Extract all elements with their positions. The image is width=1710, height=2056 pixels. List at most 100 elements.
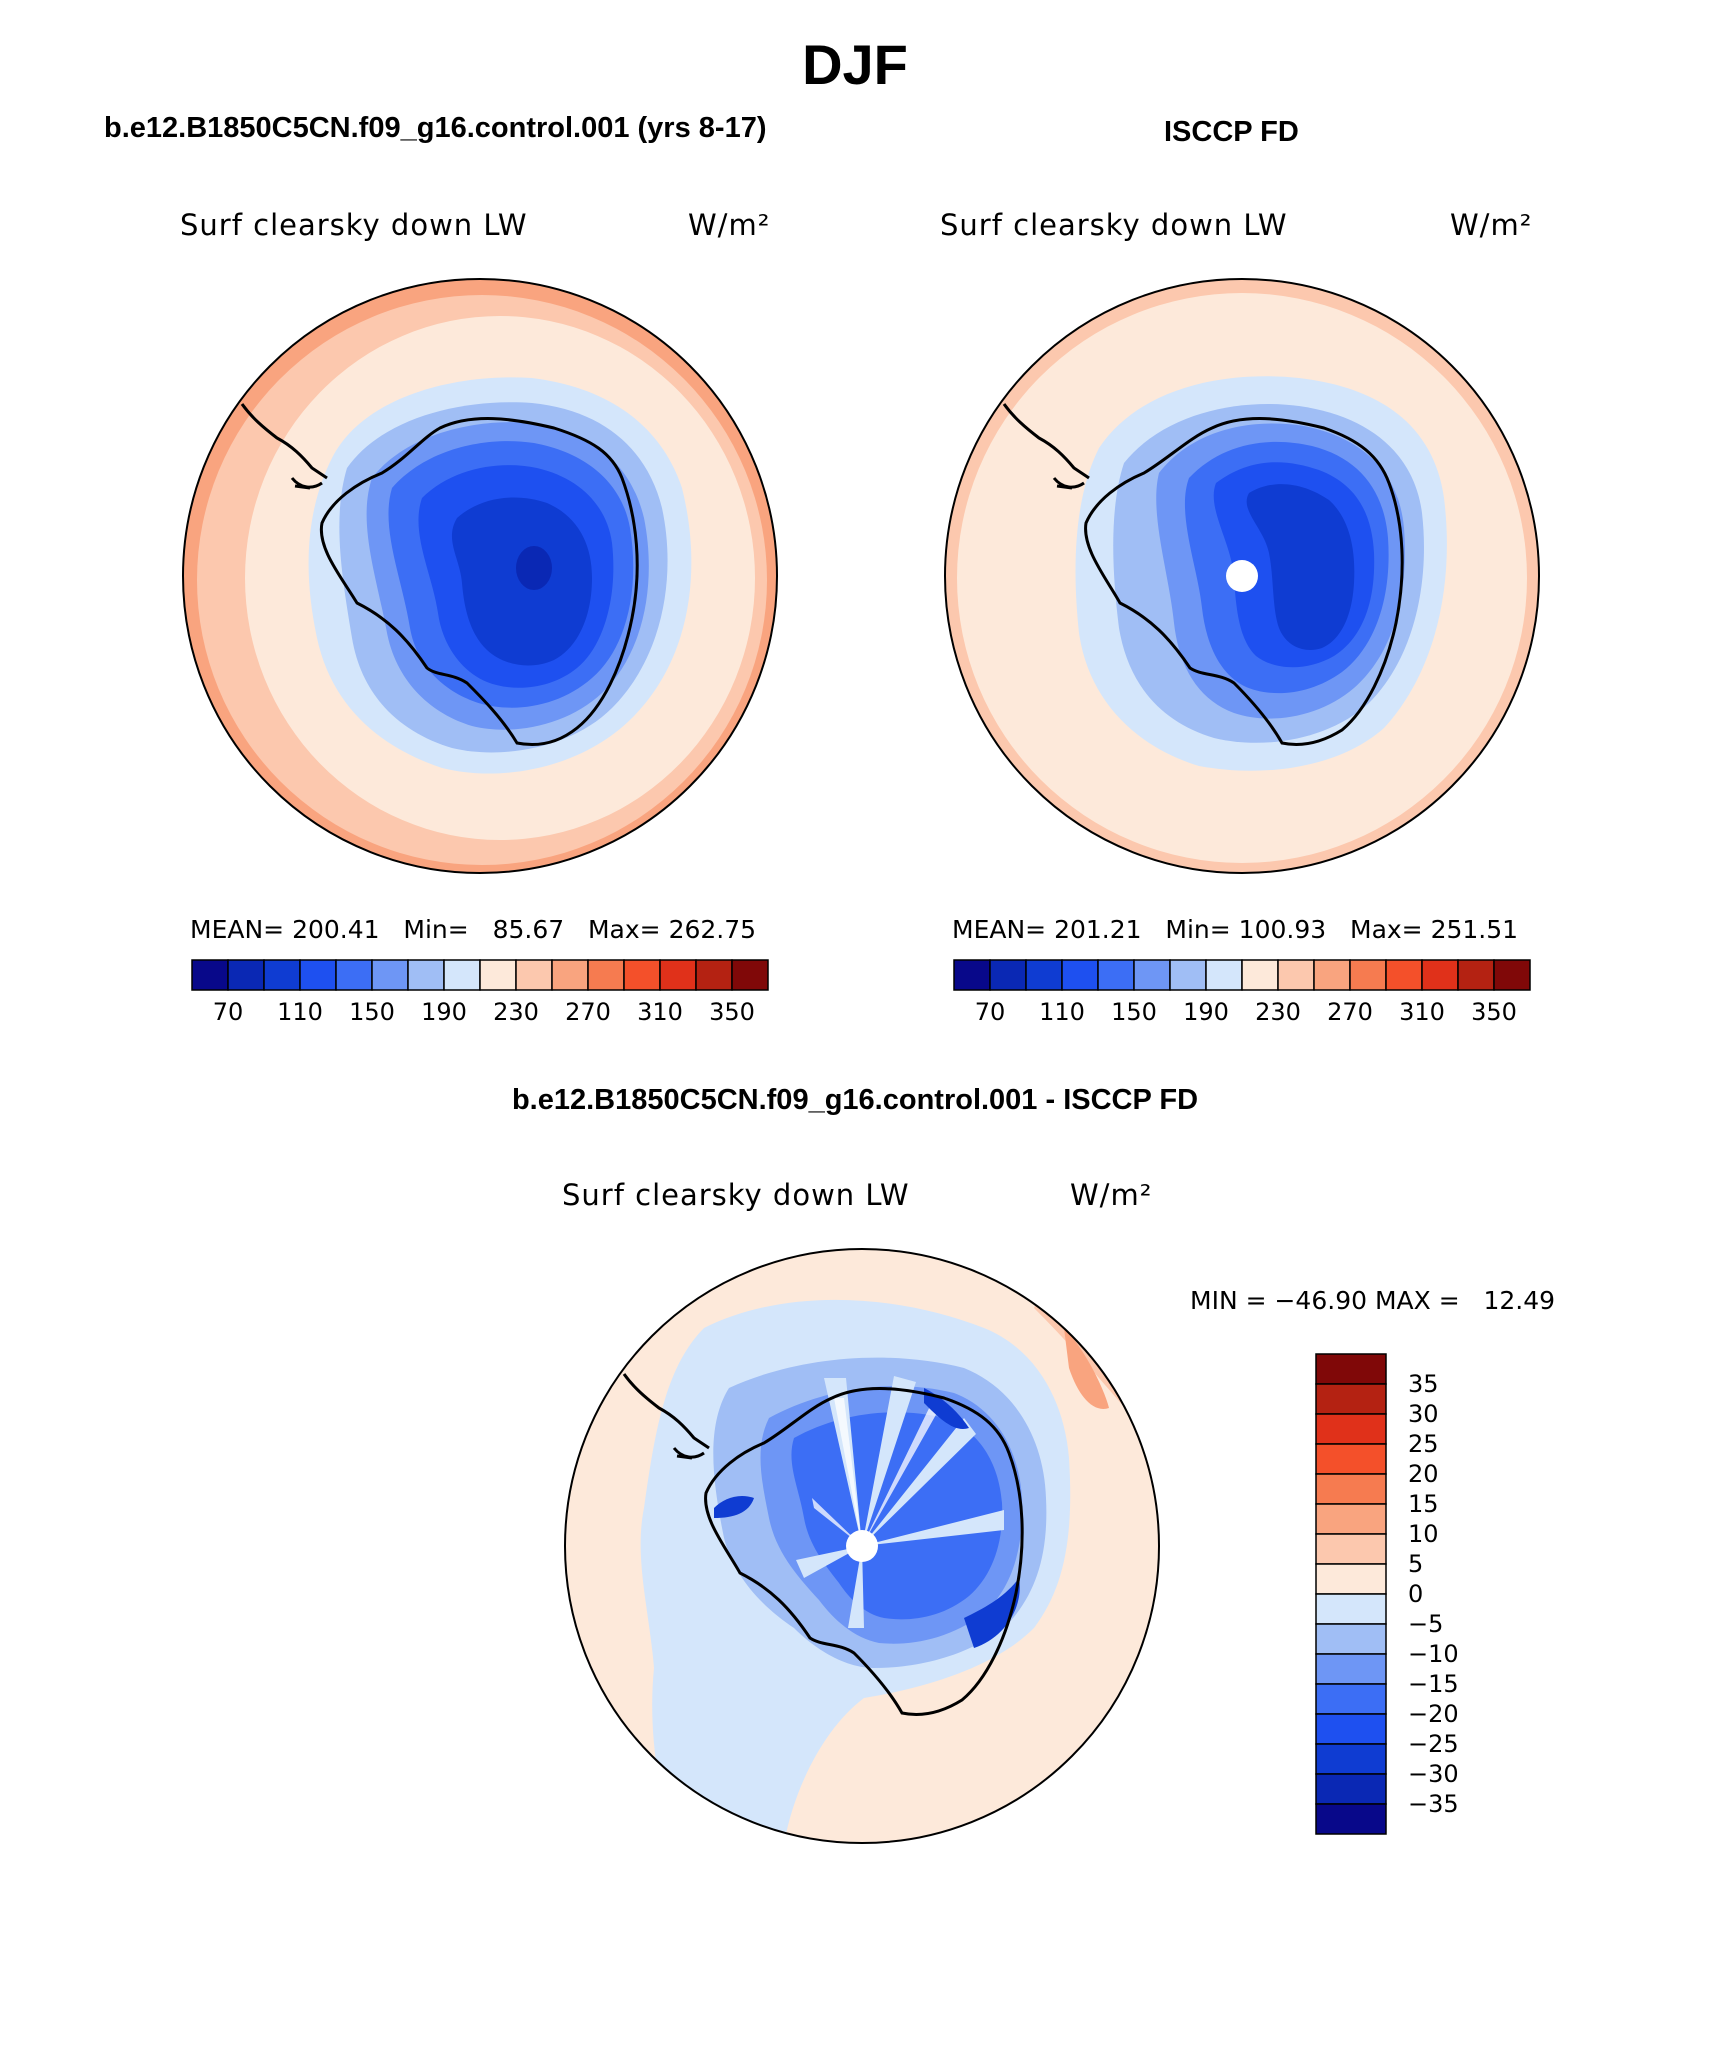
colorbar-swatch <box>1315 1593 1387 1625</box>
panel3-minmax: MIN = −46.90 MAX = 12.49 <box>1190 1286 1556 1315</box>
colorbar-swatch <box>1241 959 1279 991</box>
colorbar-swatch <box>1315 1683 1387 1715</box>
panel3-colorbar <box>1315 1353 1387 1835</box>
panel1-mean-label: MEAN= <box>190 915 285 944</box>
panel3-units-label: W/m² <box>1070 1178 1153 1212</box>
colorbar-swatch <box>1315 1473 1387 1505</box>
panel2-min-value: 100.93 <box>1238 915 1327 944</box>
colorbar-swatch <box>1493 959 1531 991</box>
colorbar-tick-label: 70 <box>974 998 1006 1026</box>
colorbar-swatch <box>1315 1743 1387 1775</box>
colorbar-swatch <box>989 959 1027 991</box>
panel3-variable-label: Surf clearsky down LW <box>562 1178 910 1212</box>
colorbar-swatch <box>335 959 373 991</box>
colorbar-swatch <box>443 959 481 991</box>
panel2-max-value: 251.51 <box>1430 915 1519 944</box>
panel2-mean-label: MEAN= <box>952 915 1047 944</box>
colorbar-tick-label: 15 <box>1408 1490 1439 1518</box>
colorbar-tick-label: −10 <box>1408 1640 1459 1668</box>
colorbar-swatch <box>1097 959 1135 991</box>
colorbar-swatch <box>1315 1443 1387 1475</box>
colorbar-tick-label: −25 <box>1408 1730 1459 1758</box>
panel1-polar-map <box>182 278 778 874</box>
panel2-polar-map <box>944 278 1540 874</box>
colorbar-swatch <box>515 959 553 991</box>
colorbar-swatch <box>1315 1413 1387 1445</box>
colorbar-swatch <box>1315 1623 1387 1655</box>
colorbar-tick-label: 270 <box>1327 998 1373 1026</box>
colorbar-swatch <box>1315 1773 1387 1805</box>
colorbar-swatch <box>1349 959 1387 991</box>
colorbar-tick-label: 25 <box>1408 1430 1439 1458</box>
colorbar-tick-label: 190 <box>421 998 467 1026</box>
colorbar-tick-label: 150 <box>1111 998 1157 1026</box>
colorbar-swatch <box>1025 959 1063 991</box>
figure-title: DJF <box>802 33 908 96</box>
colorbar-swatch <box>1277 959 1315 991</box>
colorbar-swatch <box>1315 1503 1387 1535</box>
colorbar-swatch <box>299 959 337 991</box>
colorbar-tick-label: 110 <box>1039 998 1085 1026</box>
colorbar-swatch <box>731 959 769 991</box>
colorbar-swatch <box>1315 1383 1387 1415</box>
colorbar-tick-label: 150 <box>349 998 395 1026</box>
panel1-variable-label: Surf clearsky down LW <box>180 208 528 242</box>
colorbar-swatch <box>659 959 697 991</box>
colorbar-tick-label: 350 <box>709 998 755 1026</box>
colorbar-swatch <box>1315 1563 1387 1595</box>
colorbar-tick-label: 230 <box>493 998 539 1026</box>
colorbar-swatch <box>191 959 229 991</box>
colorbar-tick-label: 310 <box>637 998 683 1026</box>
panel2-stats: MEAN= 201.21 Min= 100.93 Max= 251.51 <box>952 915 1518 944</box>
colorbar-swatch <box>551 959 589 991</box>
colorbar-tick-label: −15 <box>1408 1670 1459 1698</box>
colorbar-tick-label: 230 <box>1255 998 1301 1026</box>
colorbar-swatch <box>227 959 265 991</box>
colorbar-tick-label: 20 <box>1408 1460 1439 1488</box>
colorbar-swatch <box>1133 959 1171 991</box>
colorbar-swatch <box>1457 959 1495 991</box>
colorbar-swatch <box>1385 959 1423 991</box>
panel1-min-value: 85.67 <box>492 915 565 944</box>
panel1-max-label: Max= <box>587 915 661 944</box>
colorbar-tick-label: 35 <box>1408 1370 1439 1398</box>
panel3-case-title: b.e12.B1850C5CN.f09_g16.control.001 - IS… <box>511 1084 1199 1116</box>
colorbar-swatch <box>371 959 409 991</box>
colorbar-swatch <box>1061 959 1099 991</box>
panel1-stats: MEAN= 200.41 Min= 85.67 Max= 262.75 <box>190 915 756 944</box>
colorbar-tick-label: 270 <box>565 998 611 1026</box>
colorbar-swatch <box>1315 1803 1387 1835</box>
colorbar-swatch <box>1315 1353 1387 1385</box>
colorbar-tick-label: 30 <box>1408 1400 1439 1428</box>
panel2-colorbar <box>953 959 1531 991</box>
colorbar-swatch <box>623 959 661 991</box>
colorbar-swatch <box>695 959 733 991</box>
colorbar-swatch <box>587 959 625 991</box>
panel2-min-label: Min= <box>1165 915 1231 944</box>
colorbar-swatch <box>479 959 517 991</box>
panel2-variable-label: Surf clearsky down LW <box>940 208 1288 242</box>
panel2-units-label: W/m² <box>1450 208 1533 242</box>
colorbar-tick-label: −35 <box>1408 1790 1459 1818</box>
panel1-colorbar <box>191 959 769 991</box>
colorbar-swatch <box>953 959 991 991</box>
colorbar-swatch <box>263 959 301 991</box>
colorbar-swatch <box>1315 1533 1387 1565</box>
colorbar-swatch <box>1313 959 1351 991</box>
panel3-polar-map <box>564 1248 1160 1844</box>
colorbar-swatch <box>1205 959 1243 991</box>
colorbar-tick-label: 70 <box>212 998 244 1026</box>
panel2-mean-value: 201.21 <box>1054 915 1142 944</box>
colorbar-swatch <box>1421 959 1459 991</box>
colorbar-tick-label: 350 <box>1471 998 1517 1026</box>
panel1-units-label: W/m² <box>688 208 771 242</box>
colorbar-tick-label: 10 <box>1408 1520 1439 1548</box>
colorbar-tick-label: 5 <box>1408 1550 1424 1578</box>
panel1-mean-value: 200.41 <box>292 915 380 944</box>
panel1-min-label: Min= <box>403 915 469 944</box>
colorbar-swatch <box>1315 1713 1387 1745</box>
panel2-case-title: ISCCP FD <box>1164 116 1299 148</box>
colorbar-tick-label: 0 <box>1408 1580 1424 1608</box>
colorbar-tick-label: −20 <box>1408 1700 1459 1728</box>
colorbar-tick-label: 190 <box>1183 998 1229 1026</box>
